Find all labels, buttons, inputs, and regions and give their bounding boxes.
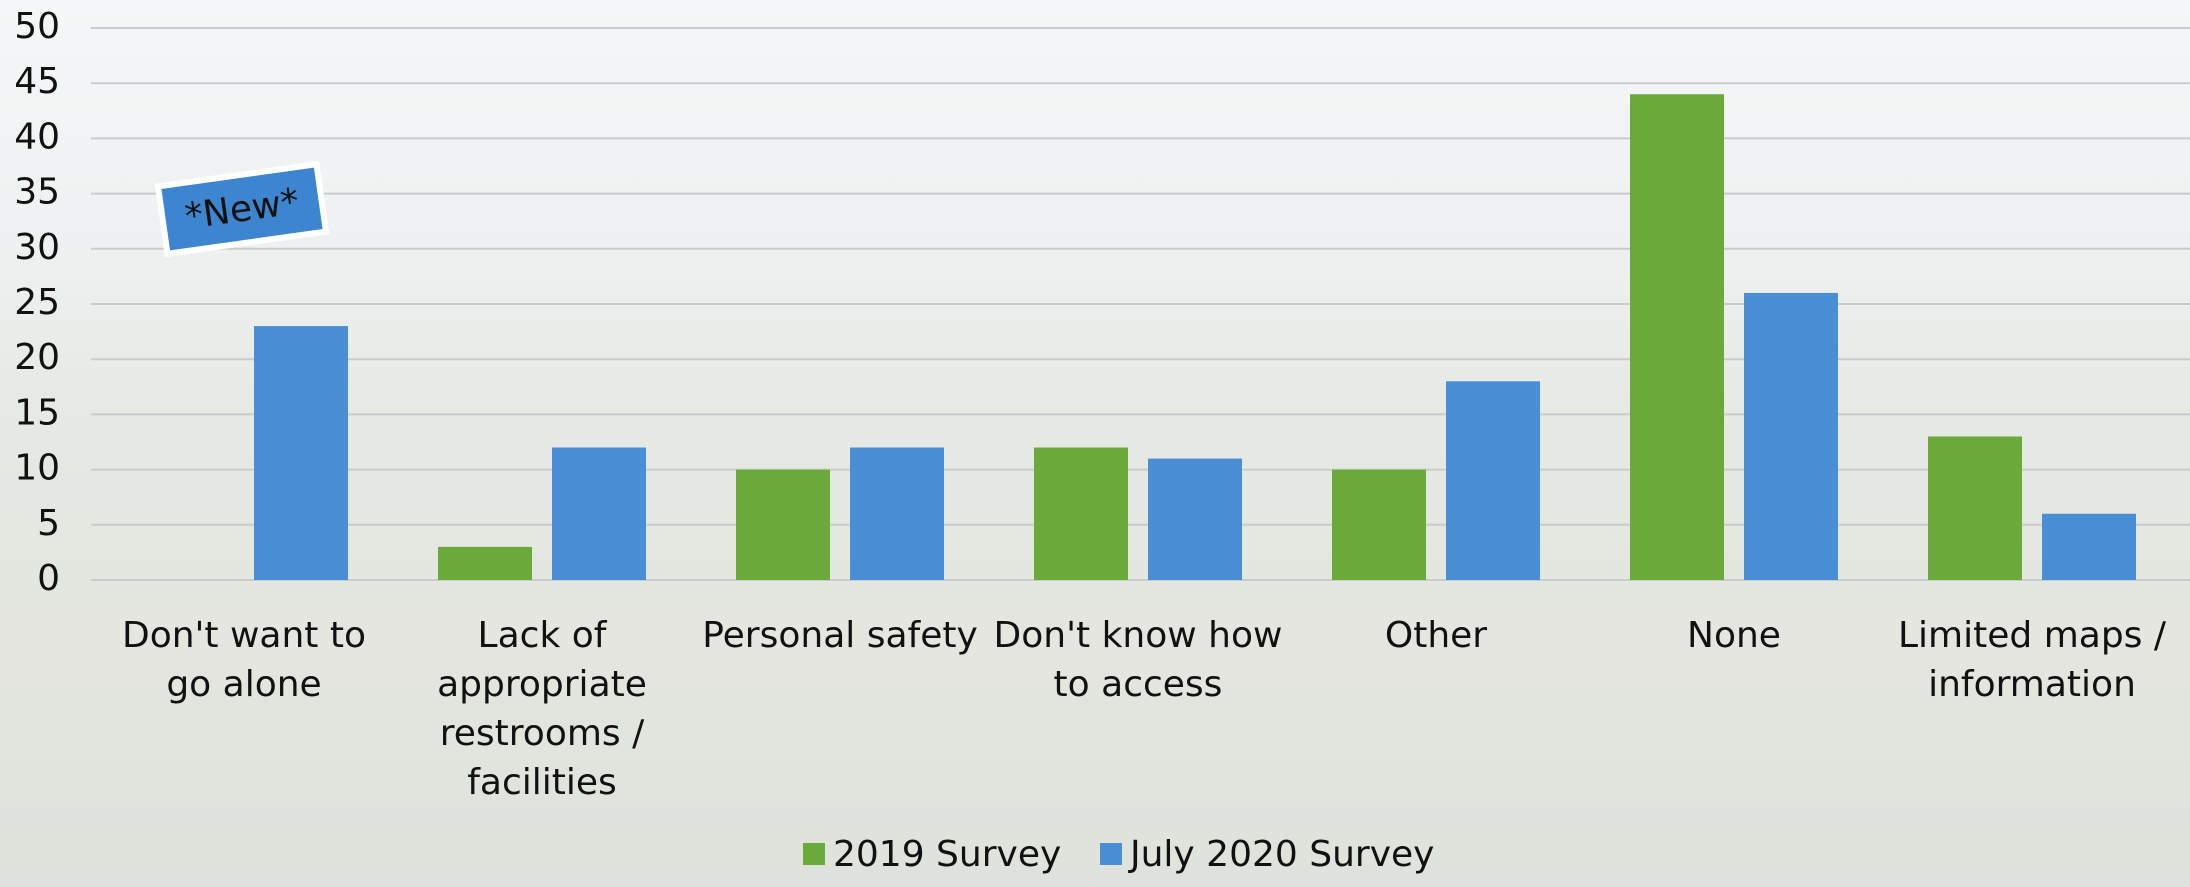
- bar: [1332, 469, 1426, 580]
- x-tick-label: Limited maps / information: [1898, 615, 2166, 705]
- y-tick-label: 35: [14, 172, 60, 213]
- bar: [1148, 458, 1242, 580]
- annotation-box: [154, 160, 330, 258]
- bar: [850, 447, 944, 580]
- x-tick-label: Personal safety: [702, 615, 978, 656]
- x-tick-label: Don't want to go alone: [121, 615, 367, 705]
- legend-swatch: [803, 843, 825, 865]
- y-tick-label: 30: [14, 227, 60, 268]
- y-tick-label: 40: [14, 116, 60, 157]
- bar: [1928, 436, 2022, 580]
- y-tick-label: 15: [14, 392, 60, 433]
- bar: [1034, 447, 1128, 580]
- bar: [438, 546, 532, 580]
- x-tick-label: None: [1687, 615, 1781, 656]
- y-tick-label: 45: [14, 61, 60, 102]
- y-tick-label: 0: [37, 558, 60, 599]
- legend-swatch: [1100, 843, 1122, 865]
- y-tick-label: 50: [14, 6, 60, 47]
- legend-label: 2019 Survey: [833, 834, 1061, 875]
- bar: [552, 447, 646, 580]
- legend-label: July 2020 Survey: [1128, 834, 1434, 875]
- bar: [736, 469, 830, 580]
- annotation: *New*: [154, 160, 330, 258]
- bar: [254, 326, 348, 580]
- y-tick-label: 10: [14, 448, 60, 489]
- x-tick-label: Don't know how to access: [993, 615, 1283, 705]
- bar: [1446, 381, 1540, 580]
- bar: [1744, 292, 1838, 580]
- bar: [2042, 513, 2136, 580]
- y-tick-label: 5: [37, 503, 60, 544]
- y-tick-label: 20: [14, 337, 60, 378]
- bar: [1630, 94, 1724, 581]
- x-tick-label: Lack of appropriate restrooms / faciliti…: [437, 615, 647, 803]
- y-tick-label: 25: [14, 282, 60, 323]
- x-tick-label: Other: [1384, 615, 1488, 656]
